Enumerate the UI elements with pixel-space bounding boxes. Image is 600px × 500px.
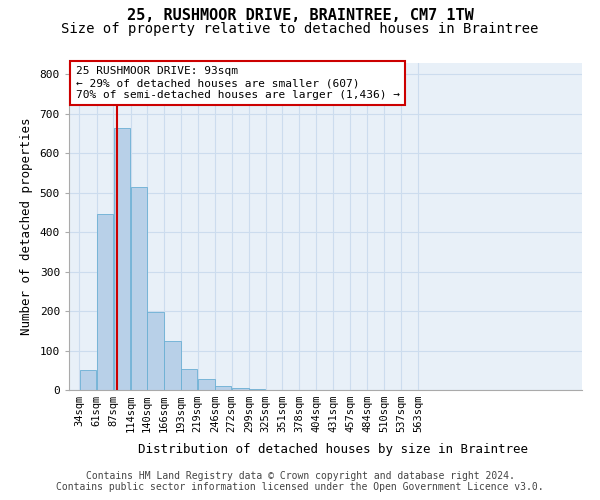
Text: Distribution of detached houses by size in Braintree: Distribution of detached houses by size …	[138, 442, 528, 456]
Bar	[113, 128, 130, 390]
Bar	[232, 388, 248, 390]
Bar	[80, 370, 97, 390]
Bar	[249, 389, 265, 390]
Text: Contains HM Land Registry data © Crown copyright and database right 2024.
Contai: Contains HM Land Registry data © Crown c…	[56, 471, 544, 492]
Bar	[148, 312, 164, 390]
Y-axis label: Number of detached properties: Number of detached properties	[20, 118, 33, 335]
Text: Size of property relative to detached houses in Braintree: Size of property relative to detached ho…	[61, 22, 539, 36]
Text: 25 RUSHMOOR DRIVE: 93sqm
← 29% of detached houses are smaller (607)
70% of semi-: 25 RUSHMOOR DRIVE: 93sqm ← 29% of detach…	[76, 66, 400, 100]
Bar	[198, 380, 215, 390]
Bar	[181, 370, 197, 390]
Bar	[97, 214, 113, 390]
Bar	[131, 187, 147, 390]
Text: 25, RUSHMOOR DRIVE, BRAINTREE, CM7 1TW: 25, RUSHMOOR DRIVE, BRAINTREE, CM7 1TW	[127, 8, 473, 22]
Bar	[215, 386, 232, 390]
Bar	[164, 340, 181, 390]
